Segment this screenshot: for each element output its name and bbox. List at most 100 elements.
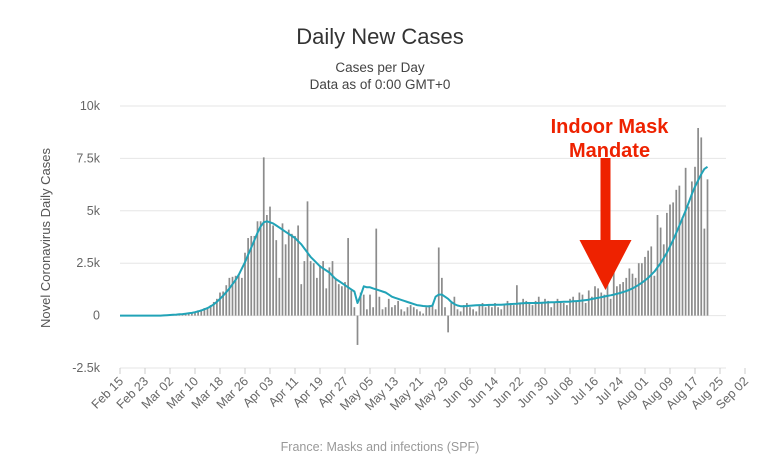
bar (406, 307, 409, 316)
bar (594, 286, 596, 316)
chart-title: Daily New Cases (296, 24, 464, 49)
bar (375, 228, 378, 316)
y-tick-label: 7.5k (76, 151, 100, 165)
bar (225, 285, 228, 316)
bar (212, 301, 215, 316)
bar (203, 308, 206, 316)
bar (237, 274, 240, 316)
bar (503, 305, 506, 316)
bar (625, 277, 628, 316)
bar (381, 309, 384, 316)
bar (484, 307, 487, 316)
bar (278, 277, 281, 316)
bar (475, 311, 478, 316)
bar (359, 292, 362, 316)
bar (328, 267, 331, 316)
bar (644, 256, 646, 316)
bar (275, 240, 278, 316)
bar (562, 303, 565, 316)
bar (431, 305, 434, 316)
bar (228, 277, 231, 316)
bar (537, 296, 540, 316)
bar (353, 307, 356, 316)
bar (516, 285, 518, 316)
bar (656, 214, 659, 316)
bar (619, 284, 621, 316)
bar (322, 261, 324, 316)
bar (497, 307, 499, 316)
bar (362, 294, 365, 316)
bar (269, 206, 271, 316)
bar (453, 296, 456, 316)
bar (312, 263, 315, 316)
bar (456, 309, 459, 316)
bar (259, 221, 262, 316)
bar (553, 303, 556, 316)
bar (584, 303, 587, 316)
bar (628, 268, 631, 316)
bar (400, 309, 403, 316)
chart-subtitle-date: Data as of 0:00 GMT+0 (309, 77, 451, 92)
bar (525, 300, 528, 316)
bar (397, 300, 399, 316)
bar (244, 252, 246, 316)
bar (319, 265, 321, 316)
bar (669, 204, 671, 316)
bar (284, 244, 287, 316)
bar (356, 315, 359, 345)
bar (291, 233, 293, 316)
bar (428, 305, 431, 316)
bar (437, 247, 440, 316)
bar (569, 298, 571, 316)
bar (409, 305, 412, 316)
bar (681, 217, 684, 316)
bar (222, 291, 224, 316)
bar (603, 294, 606, 316)
annotation-label: Indoor Mask (551, 116, 670, 138)
bar (556, 298, 559, 316)
bar (494, 303, 496, 316)
bar (678, 185, 681, 316)
bar (403, 311, 406, 316)
bar (334, 277, 337, 316)
bar (703, 228, 706, 316)
bar (306, 201, 309, 316)
bar (528, 303, 531, 316)
bar (416, 309, 418, 316)
bar (578, 292, 581, 316)
bar (300, 284, 303, 316)
bar (459, 311, 462, 316)
bar (447, 315, 449, 333)
bar (250, 235, 253, 316)
bar (641, 263, 643, 316)
bar (591, 296, 593, 316)
bar (587, 290, 590, 316)
bar (194, 311, 196, 316)
bar (575, 300, 578, 316)
line-series (120, 165, 709, 317)
bar (266, 214, 268, 316)
bar (412, 307, 415, 316)
bar (200, 309, 203, 316)
bar (481, 303, 484, 316)
bar (653, 275, 656, 316)
bar-series (162, 128, 709, 345)
bar (216, 298, 218, 316)
bar (262, 157, 265, 316)
bar (350, 290, 353, 316)
bar (294, 235, 296, 316)
y-tick-label: 10k (80, 99, 101, 113)
bar (559, 300, 562, 316)
bar (462, 305, 465, 316)
bar (331, 261, 334, 316)
grid-lines (120, 105, 726, 369)
bar (469, 307, 471, 316)
bar (650, 246, 653, 316)
bar (522, 298, 524, 316)
bar (478, 305, 481, 316)
annotation-arrow-shaft (600, 158, 611, 242)
bar (637, 263, 640, 316)
bar (694, 166, 696, 316)
